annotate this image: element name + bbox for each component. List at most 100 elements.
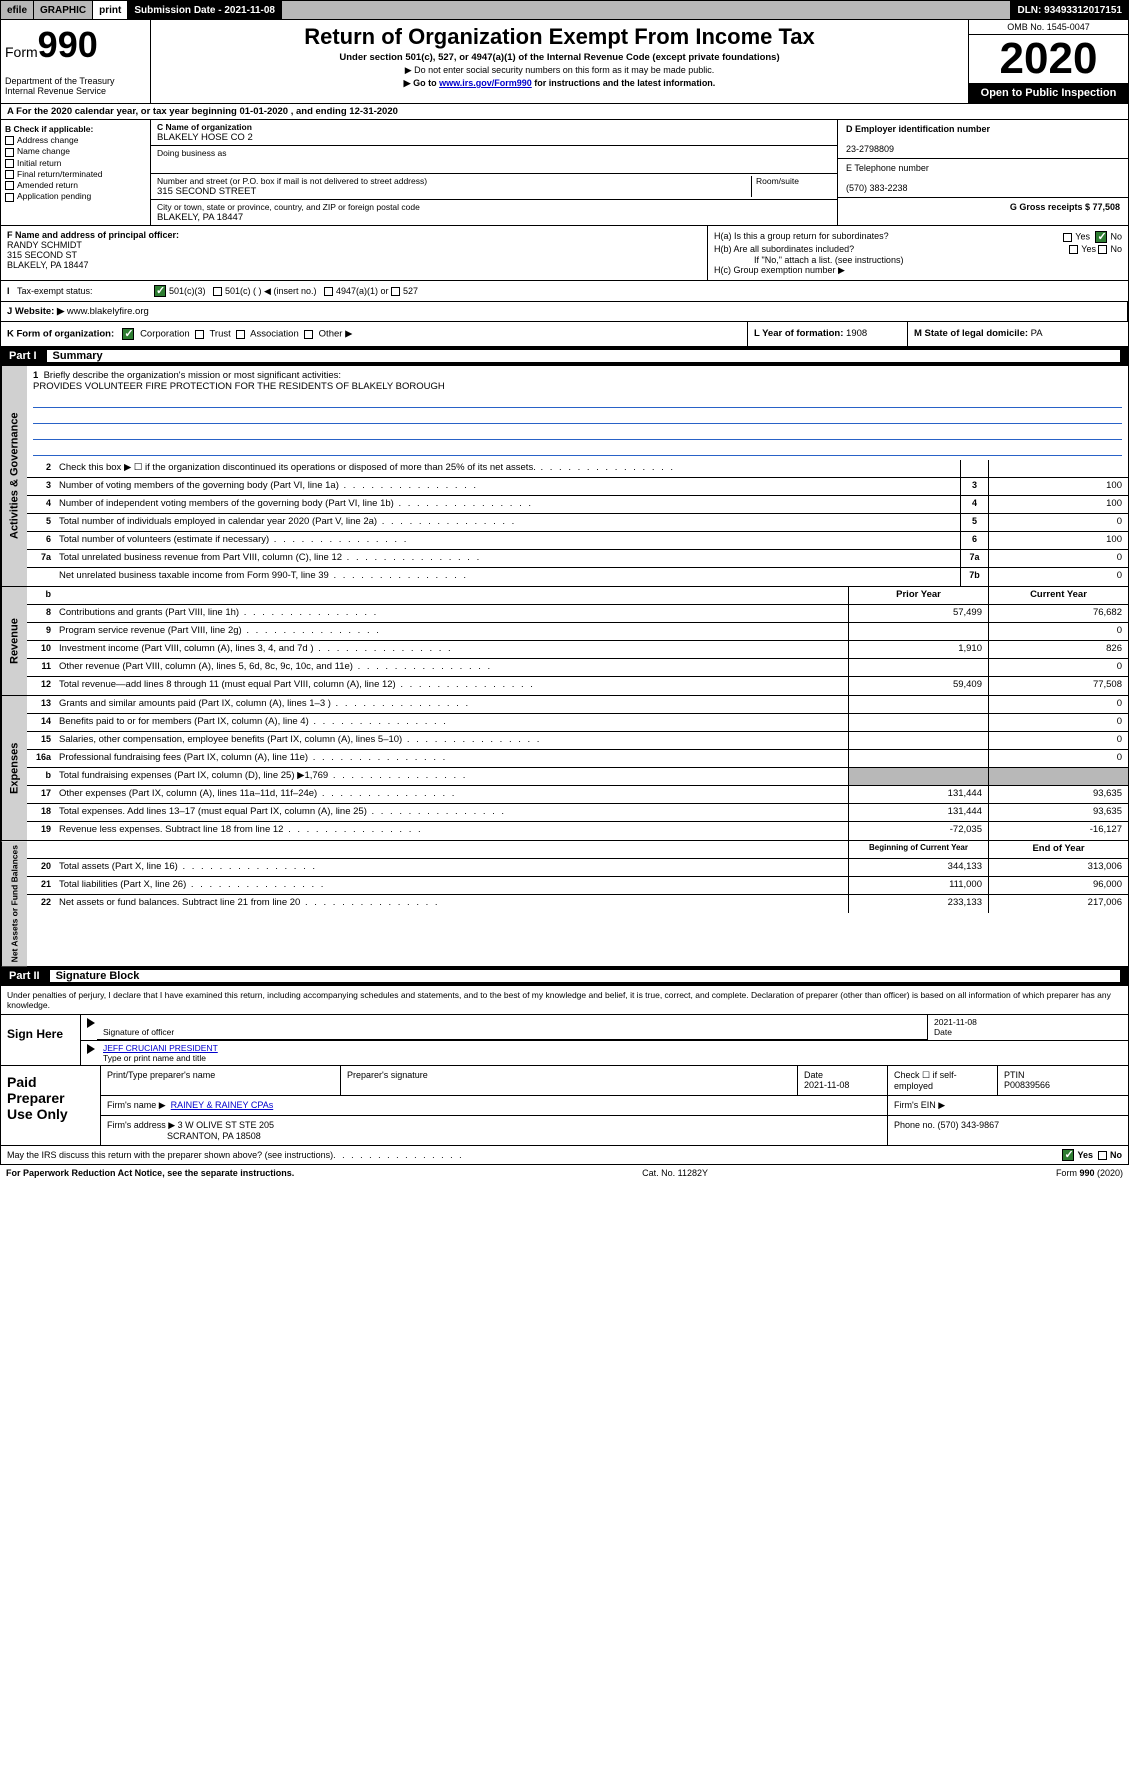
irs-link[interactable]: www.irs.gov/Form990 <box>439 78 532 88</box>
graphic-label: GRAPHIC <box>34 1 93 19</box>
table-row: 21Total liabilities (Part X, line 26)111… <box>27 877 1128 895</box>
table-row: 4Number of independent voting members of… <box>27 496 1128 514</box>
table-row: 14Benefits paid to or for members (Part … <box>27 714 1128 732</box>
row-a-period: A For the 2020 calendar year, or tax yea… <box>0 104 1129 120</box>
chk-final-return[interactable]: Final return/terminated <box>5 169 146 179</box>
dba-label: Doing business as <box>157 148 226 158</box>
tax-year: 2020 <box>969 35 1128 83</box>
col-beginning: Beginning of Current Year <box>848 841 988 858</box>
topbar-spacer <box>282 1 1011 19</box>
dept-label: Department of the Treasury Internal Reve… <box>5 76 146 96</box>
phone-label: E Telephone number <box>846 163 929 173</box>
signature-declaration: Under penalties of perjury, I declare th… <box>0 986 1129 1015</box>
table-row: 16aProfessional fundraising fees (Part I… <box>27 750 1128 768</box>
cat-number: Cat. No. 11282Y <box>642 1168 708 1178</box>
part2-header: Part II Signature Block <box>0 967 1129 986</box>
table-row: 20Total assets (Part X, line 16)344,1333… <box>27 859 1128 877</box>
chk-501c[interactable] <box>213 287 222 296</box>
officer-name-link[interactable]: JEFF CRUCIANI PRESIDENT <box>103 1043 218 1053</box>
sign-date: 2021-11-08 <box>934 1017 977 1027</box>
table-row: 18Total expenses. Add lines 13–17 (must … <box>27 804 1128 822</box>
dln-label: DLN: 93493312017151 <box>1011 1 1128 19</box>
chk-other[interactable] <box>304 330 313 339</box>
paid-preparer-block: Paid Preparer Use Only Print/Type prepar… <box>0 1066 1129 1146</box>
chk-527[interactable] <box>391 287 400 296</box>
chk-address-change[interactable]: Address change <box>5 135 146 145</box>
firm-phone: (570) 343-9867 <box>938 1120 1000 1130</box>
ha-yes[interactable] <box>1063 233 1072 242</box>
room-label: Room/suite <box>756 176 799 186</box>
form-note2: ▶ Go to www.irs.gov/Form990 for instruct… <box>159 78 960 89</box>
table-row: 8Contributions and grants (Part VIII, li… <box>27 605 1128 623</box>
table-row: 7aTotal unrelated business revenue from … <box>27 550 1128 568</box>
hb-label: H(b) Are all subordinates included? <box>714 244 854 254</box>
self-employed-check[interactable]: Check ☐ if self-employed <box>888 1066 998 1095</box>
paperwork-notice: For Paperwork Reduction Act Notice, see … <box>6 1168 294 1178</box>
discuss-yes[interactable] <box>1062 1149 1074 1161</box>
hb-yes[interactable] <box>1069 245 1078 254</box>
inspection-label: Open to Public Inspection <box>969 83 1128 103</box>
ptin-value: P00839566 <box>1004 1080 1050 1090</box>
table-row: 12Total revenue—add lines 8 through 11 (… <box>27 677 1128 695</box>
chk-4947[interactable] <box>324 287 333 296</box>
form-subtitle: Under section 501(c), 527, or 4947(a)(1)… <box>159 52 960 63</box>
mission-text: PROVIDES VOLUNTEER FIRE PROTECTION FOR T… <box>33 381 445 392</box>
chk-corp[interactable] <box>122 328 134 340</box>
hb-no[interactable] <box>1098 245 1107 254</box>
sign-here-label: Sign Here <box>1 1015 81 1065</box>
col-end: End of Year <box>988 841 1128 858</box>
gross-receipts: G Gross receipts $ 77,508 <box>1010 202 1120 212</box>
part1-header: Part I Summary <box>0 347 1129 366</box>
table-row: 19Revenue less expenses. Subtract line 1… <box>27 822 1128 840</box>
governance-section: Activities & Governance 1 Briefly descri… <box>0 366 1129 587</box>
footer-final: For Paperwork Reduction Act Notice, see … <box>0 1165 1129 1181</box>
hb-note: If "No," attach a list. (see instruction… <box>714 255 1122 265</box>
table-row: 9Program service revenue (Part VIII, lin… <box>27 623 1128 641</box>
ein-value: 23-2798809 <box>846 144 894 154</box>
table-row: 10Investment income (Part VIII, column (… <box>27 641 1128 659</box>
table-row: 3Number of voting members of the governi… <box>27 478 1128 496</box>
form-note1: ▶ Do not enter social security numbers o… <box>159 65 960 76</box>
firm-addr1: 3 W OLIVE ST STE 205 <box>178 1120 274 1130</box>
firm-addr2: SCRANTON, PA 18508 <box>167 1131 261 1141</box>
chk-assoc[interactable] <box>236 330 245 339</box>
table-row: Net unrelated business taxable income fr… <box>27 568 1128 586</box>
revenue-section: Revenue b Prior Year Current Year 8Contr… <box>0 587 1129 696</box>
expenses-section: Expenses 13Grants and similar amounts pa… <box>0 696 1129 841</box>
ein-label: D Employer identification number <box>846 124 990 134</box>
discuss-row: May the IRS discuss this return with the… <box>0 1146 1129 1165</box>
side-label-expenses: Expenses <box>1 696 27 840</box>
ha-label: H(a) Is this a group return for subordin… <box>714 231 889 243</box>
col-current-year: Current Year <box>988 587 1128 604</box>
website-row: J Website: ▶ www.blakelyfire.org <box>0 302 1129 322</box>
table-row: 11Other revenue (Part VIII, column (A), … <box>27 659 1128 677</box>
submission-date: Submission Date - 2021-11-08 <box>128 1 282 19</box>
officer-name: RANDY SCHMIDT <box>7 240 82 250</box>
table-row: 17Other expenses (Part IX, column (A), l… <box>27 786 1128 804</box>
omb-number: OMB No. 1545-0047 <box>969 20 1128 35</box>
chk-amended[interactable]: Amended return <box>5 180 146 190</box>
firm-name-link[interactable]: RAINEY & RAINEY CPAs <box>171 1100 274 1110</box>
chk-name-change[interactable]: Name change <box>5 146 146 156</box>
ha-no[interactable] <box>1095 231 1107 243</box>
chk-initial-return[interactable]: Initial return <box>5 158 146 168</box>
street-address: 315 SECOND STREET <box>157 186 256 197</box>
form-title: Return of Organization Exempt From Incom… <box>159 24 960 50</box>
state-domicile: PA <box>1031 328 1043 339</box>
print-button[interactable]: print <box>93 1 128 19</box>
table-row: bTotal fundraising expenses (Part IX, co… <box>27 768 1128 786</box>
sign-here-block: Sign Here Signature of officer 2021-11-0… <box>0 1015 1129 1066</box>
efile-label: efile <box>1 1 34 19</box>
chk-501c3[interactable] <box>154 285 166 297</box>
arrow-icon <box>87 1018 95 1028</box>
year-formation: 1908 <box>846 328 867 339</box>
chk-application-pending[interactable]: Application pending <box>5 191 146 201</box>
website-value: www.blakelyfire.org <box>64 306 148 317</box>
table-row: 5Total number of individuals employed in… <box>27 514 1128 532</box>
mission-label: Briefly describe the organization's miss… <box>44 370 342 381</box>
form-number: Form990 <box>5 24 146 66</box>
officer-addr2: BLAKELY, PA 18447 <box>7 260 89 270</box>
city-state-zip: BLAKELY, PA 18447 <box>157 212 243 223</box>
discuss-no[interactable] <box>1098 1151 1107 1160</box>
chk-trust[interactable] <box>195 330 204 339</box>
